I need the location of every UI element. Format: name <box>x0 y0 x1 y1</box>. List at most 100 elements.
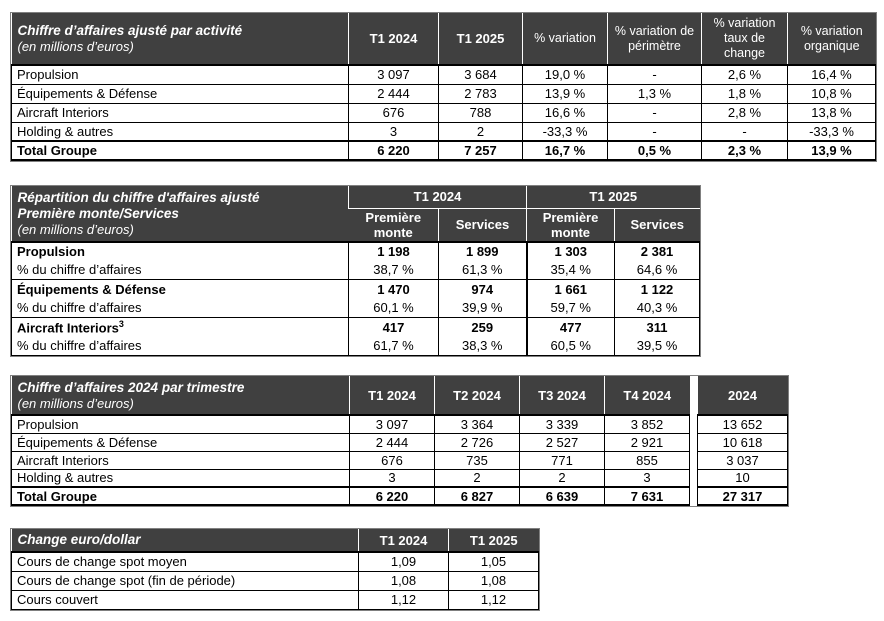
table-row: 10 <box>697 468 788 488</box>
column-header: % variation de périmètre <box>607 13 702 65</box>
column-header: T4 2024 <box>604 376 690 415</box>
table-row: Propulsion 3 097 3 364 3 339 3 852 <box>11 414 690 434</box>
total-row: 27 317 <box>697 486 788 506</box>
value-cell: 3 339 <box>519 414 605 434</box>
quarterly-body: Propulsion 3 097 3 364 3 339 3 852 Équip… <box>11 414 690 506</box>
quarterly-header: Chiffre d’affaires 2024 par trimestre (e… <box>11 376 690 415</box>
value-cell: 60,1 % <box>348 298 439 318</box>
value-cell: - <box>607 64 702 85</box>
value-cell: 3 097 <box>348 64 439 85</box>
table-title: Change euro/dollar <box>17 532 141 547</box>
table-row: Aircraft Interiors3 417 259 477 311 <box>11 317 701 337</box>
table-row: Cours couvert 1,12 1,12 <box>11 589 539 610</box>
value-cell: 16,6 % <box>522 102 608 123</box>
value-cell: 2 527 <box>519 432 605 452</box>
column-header: T1 2025 <box>438 13 523 65</box>
table-row: Propulsion 1 198 1 899 1 303 2 381 <box>11 241 701 261</box>
fx-header: Change euro/dollar T1 2024 T1 2025 <box>11 529 539 552</box>
value-cell: - <box>607 102 702 123</box>
table-row: 13 652 <box>697 414 788 434</box>
value-cell: 16,7 % <box>522 140 608 161</box>
table-title: Chiffre d’affaires 2024 par trimestre <box>17 379 245 395</box>
column-header: % variation taux de change <box>701 13 788 65</box>
value-cell: 1 661 <box>525 279 616 299</box>
value-cell: 2,8 % <box>701 102 788 123</box>
value-cell: 3 <box>349 468 435 488</box>
table-title-cell: Chiffre d’affaires 2024 par trimestre (e… <box>11 376 350 415</box>
header-row: Chiffre d’affaires 2024 par trimestre (e… <box>11 376 690 415</box>
row-label: Équipements & Défense <box>11 432 350 452</box>
value-cell: - <box>607 121 702 142</box>
activity-table: Chiffre d’affaires ajusté par activité (… <box>11 13 876 161</box>
value-cell: 6 220 <box>349 486 435 506</box>
value-cell: 38,7 % <box>348 260 439 280</box>
value-cell: 855 <box>604 450 690 470</box>
value-cell: 13 652 <box>697 414 788 434</box>
value-cell: 7 257 <box>438 140 523 161</box>
value-cell: 3 <box>348 121 439 142</box>
value-cell: 13,9 % <box>522 83 608 104</box>
value-cell: 974 <box>437 279 528 299</box>
value-cell: 39,5 % <box>614 336 701 356</box>
value-cell: 1,09 <box>358 551 449 572</box>
row-label: % du chiffre d’affaires <box>11 298 349 318</box>
value-cell: 2 921 <box>604 432 690 452</box>
value-cell: 1 899 <box>437 241 528 261</box>
table-row: % du chiffre d’affaires 61,7 % 38,3 % 60… <box>11 336 701 356</box>
value-cell: 3 364 <box>434 414 520 434</box>
table-subtitle: (en millions d’euros) <box>17 39 134 54</box>
value-cell: 38,3 % <box>437 336 528 356</box>
quarterly-year-column: 2024 13 652 10 618 3 037 10 27 317 <box>697 376 788 506</box>
value-cell: 1 470 <box>348 279 439 299</box>
row-label: Cours couvert <box>11 589 359 610</box>
column-header: T3 2024 <box>519 376 605 415</box>
value-cell: 2 726 <box>434 432 520 452</box>
value-cell: 10 <box>697 468 788 488</box>
table-row: Cours de change spot moyen 1,09 1,05 <box>11 551 539 572</box>
value-cell: 0,5 % <box>607 140 702 161</box>
value-cell: 3 037 <box>697 450 788 470</box>
footnote-marker: 3 <box>118 319 124 330</box>
value-cell: 676 <box>349 450 435 470</box>
column-header: % variation <box>522 13 608 65</box>
value-cell: 3 097 <box>349 414 435 434</box>
table-title: Chiffre d’affaires ajusté par activité <box>17 23 243 38</box>
activity-header: Chiffre d’affaires ajusté par activité (… <box>11 13 876 65</box>
value-cell: 2,3 % <box>701 140 788 161</box>
value-cell: 6 639 <box>519 486 605 506</box>
table-title-cell: Répartition du chiffre d'affaires ajusté… <box>11 186 349 242</box>
value-cell: 60,5 % <box>525 336 616 356</box>
value-cell: 61,3 % <box>437 260 528 280</box>
table-row: 10 618 <box>697 432 788 452</box>
value-cell: 1 303 <box>525 241 616 261</box>
table-row: Équipements & Défense 2 444 2 783 13,9 %… <box>11 83 876 104</box>
header-row: Chiffre d’affaires ajusté par activité (… <box>11 13 876 65</box>
table-row: Aircraft Interiors 676 788 16,6 % - 2,8 … <box>11 102 876 123</box>
value-cell: -33,3 % <box>787 121 876 142</box>
year-column-header: 2024 <box>697 376 788 415</box>
table-revenue-split-oe-services: Répartition du chiffre d'affaires ajusté… <box>10 185 702 357</box>
oe-services-body: Propulsion 1 198 1 899 1 303 2 381 % du … <box>11 241 701 356</box>
row-label: Propulsion <box>11 414 350 434</box>
table-row: Cours de change spot (fin de période) 1,… <box>11 570 539 591</box>
column-header: Première monte <box>526 207 615 242</box>
value-cell: 676 <box>348 102 439 123</box>
table-row: Équipements & Défense 2 444 2 726 2 527 … <box>11 432 690 452</box>
value-cell: 27 317 <box>697 486 788 506</box>
row-label: Propulsion <box>11 241 349 261</box>
value-cell: 1,08 <box>448 570 539 591</box>
value-cell: 3 852 <box>604 414 690 434</box>
value-cell: 1 122 <box>614 279 701 299</box>
value-cell: 1,05 <box>448 551 539 572</box>
column-header: % variation organique <box>787 13 876 65</box>
value-cell: 788 <box>438 102 523 123</box>
table-eur-usd-exchange: Change euro/dollar T1 2024 T1 2025 Cours… <box>10 528 540 611</box>
row-label: Holding & autres <box>11 121 349 142</box>
row-label: Propulsion <box>11 64 349 85</box>
total-row: Total Groupe 6 220 6 827 6 639 7 631 <box>11 486 690 506</box>
table-row: Équipements & Défense 1 470 974 1 661 1 … <box>11 279 701 299</box>
value-cell: 6 220 <box>348 140 439 161</box>
table-row: % du chiffre d’affaires 60,1 % 39,9 % 59… <box>11 298 701 318</box>
row-label: % du chiffre d’affaires <box>11 260 349 280</box>
value-cell: 259 <box>437 317 528 337</box>
